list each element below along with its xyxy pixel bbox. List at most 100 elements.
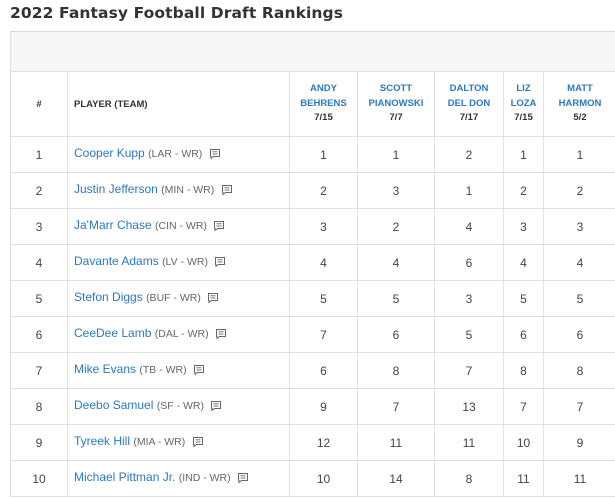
player-cell: Ja'Marr Chase (CIN - WR)	[67, 208, 290, 245]
expert-column-header[interactable]: ANDY BEHRENS 7/15	[289, 71, 358, 137]
player-cell: Cooper Kupp (LAR - WR)	[67, 136, 290, 173]
expert-first-name[interactable]: LIZ	[516, 83, 531, 95]
expert-rank: 4	[503, 244, 544, 281]
player-name-link[interactable]: Cooper Kupp	[74, 146, 145, 160]
table-row: 4 Davante Adams (LV - WR) 4 4 6 4 4	[10, 244, 615, 281]
expert-first-name[interactable]: SCOTT	[379, 83, 413, 95]
overall-rank: 3	[10, 208, 68, 245]
expert-rank: 13	[434, 388, 504, 425]
expert-rank: 8	[543, 352, 615, 389]
player-name-link[interactable]: CeeDee Lamb	[74, 326, 152, 340]
expert-rank: 2	[289, 172, 358, 209]
expert-rank: 11	[357, 424, 435, 461]
expert-rank: 6	[503, 316, 544, 353]
table-header-row: # PLAYER (TEAM) ANDY BEHRENS 7/15 SCOTT …	[10, 71, 615, 137]
expert-last-name[interactable]: BEHRENS	[300, 97, 347, 109]
expert-rank: 11	[503, 460, 544, 497]
overall-rank: 2	[10, 172, 68, 209]
player-name-link[interactable]: Davante Adams	[74, 254, 159, 268]
overall-rank: 10	[10, 460, 68, 497]
player-cell: Mike Evans (TB - WR)	[67, 352, 290, 389]
expert-rank: 3	[289, 208, 358, 245]
expert-rank: 3	[434, 280, 504, 317]
rankings-table: # PLAYER (TEAM) ANDY BEHRENS 7/15 SCOTT …	[10, 71, 615, 497]
note-icon[interactable]	[210, 400, 222, 415]
player-team: (MIA - WR)	[133, 436, 186, 448]
expert-rank: 8	[357, 352, 435, 389]
note-icon[interactable]	[221, 184, 233, 199]
expert-update-date: 7/15	[514, 112, 533, 124]
expert-rank: 9	[543, 424, 615, 461]
table-row: 1 Cooper Kupp (LAR - WR) 1 1 2 1 1	[10, 136, 615, 173]
table-row: 9 Tyreek Hill (MIA - WR) 12 11 11 10 9	[10, 424, 615, 461]
expert-first-name[interactable]: ANDY	[310, 83, 337, 95]
note-icon[interactable]	[192, 436, 204, 451]
expert-rank: 8	[434, 460, 504, 497]
player-cell: Tyreek Hill (MIA - WR)	[67, 424, 290, 461]
expert-rank: 2	[543, 172, 615, 209]
table-row: 5 Stefon Diggs (BUF - WR) 5 5 3 5 5	[10, 280, 615, 317]
expert-rank: 2	[357, 208, 435, 245]
player-team: (TB - WR)	[139, 364, 187, 376]
player-name-link[interactable]: Stefon Diggs	[74, 290, 143, 304]
player-name-link[interactable]: Mike Evans	[74, 362, 137, 376]
note-icon[interactable]	[215, 328, 227, 343]
player-name-link[interactable]: Tyreek Hill	[74, 434, 131, 448]
expert-rank: 7	[357, 388, 435, 425]
expert-column-header[interactable]: LIZ LOZA 7/15	[503, 71, 544, 137]
note-icon[interactable]	[209, 148, 221, 163]
note-icon[interactable]	[214, 256, 226, 271]
note-icon[interactable]	[213, 220, 225, 235]
overall-rank: 6	[10, 316, 68, 353]
expert-rank: 1	[543, 136, 615, 173]
expert-last-name[interactable]: DEL DON	[447, 97, 491, 109]
overall-rank: 7	[10, 352, 68, 389]
expert-first-name[interactable]: DALTON	[449, 83, 489, 95]
expert-update-date: 7/17	[459, 112, 479, 124]
expert-rank: 4	[289, 244, 358, 281]
note-icon[interactable]	[237, 472, 249, 487]
player-cell: Michael Pittman Jr. (IND - WR)	[67, 460, 290, 497]
table-row: 7 Mike Evans (TB - WR) 6 8 7 8 8	[10, 352, 615, 389]
player-cell: Davante Adams (LV - WR)	[67, 244, 290, 281]
expert-rank: 4	[543, 244, 615, 281]
expert-column-header[interactable]: MATT HARMON 5/2	[543, 71, 615, 137]
expert-first-name[interactable]: MATT	[567, 83, 593, 95]
expert-last-name[interactable]: HARMON	[558, 97, 602, 109]
rank-column-header: #	[10, 71, 68, 137]
player-team: (CIN - WR)	[155, 220, 207, 232]
player-name-link[interactable]: Deebo Samuel	[74, 398, 154, 412]
expert-last-name[interactable]: LOZA	[510, 97, 537, 109]
note-icon[interactable]	[193, 364, 205, 379]
expert-column-header[interactable]: DALTON DEL DON 7/17	[434, 71, 504, 137]
player-name-link[interactable]: Justin Jefferson	[74, 182, 158, 196]
title-divider	[10, 31, 615, 32]
table-row: 10 Michael Pittman Jr. (IND - WR) 10 14 …	[10, 460, 615, 497]
table-row: 6 CeeDee Lamb (DAL - WR) 7 6 5 6 6	[10, 316, 615, 353]
note-icon[interactable]	[207, 292, 219, 307]
expert-rank: 11	[434, 424, 504, 461]
expert-rank: 12	[289, 424, 358, 461]
player-team: (IND - WR)	[178, 472, 231, 484]
player-team: (BUF - WR)	[146, 292, 201, 304]
expert-rank: 5	[434, 316, 504, 353]
player-name-link[interactable]: Michael Pittman Jr.	[74, 470, 176, 484]
expert-rank: 11	[543, 460, 615, 497]
expert-rank: 6	[357, 316, 435, 353]
expert-rank: 6	[543, 316, 615, 353]
expert-rank: 9	[289, 388, 358, 425]
expert-last-name[interactable]: PIANOWSKI	[368, 97, 424, 109]
table-row: 2 Justin Jefferson (MIN - WR) 2 3 1 2 2	[10, 172, 615, 209]
expert-rank: 7	[543, 388, 615, 425]
expert-rank: 6	[289, 352, 358, 389]
player-cell: Justin Jefferson (MIN - WR)	[67, 172, 290, 209]
expert-rank: 14	[357, 460, 435, 497]
overall-rank: 5	[10, 280, 68, 317]
expert-rank: 2	[434, 136, 504, 173]
expert-column-header[interactable]: SCOTT PIANOWSKI 7/7	[357, 71, 435, 137]
page-title: 2022 Fantasy Football Draft Rankings	[10, 4, 344, 22]
expert-rank: 3	[503, 208, 544, 245]
player-name-link[interactable]: Ja'Marr Chase	[74, 218, 152, 232]
expert-rank: 4	[357, 244, 435, 281]
player-cell: Stefon Diggs (BUF - WR)	[67, 280, 290, 317]
